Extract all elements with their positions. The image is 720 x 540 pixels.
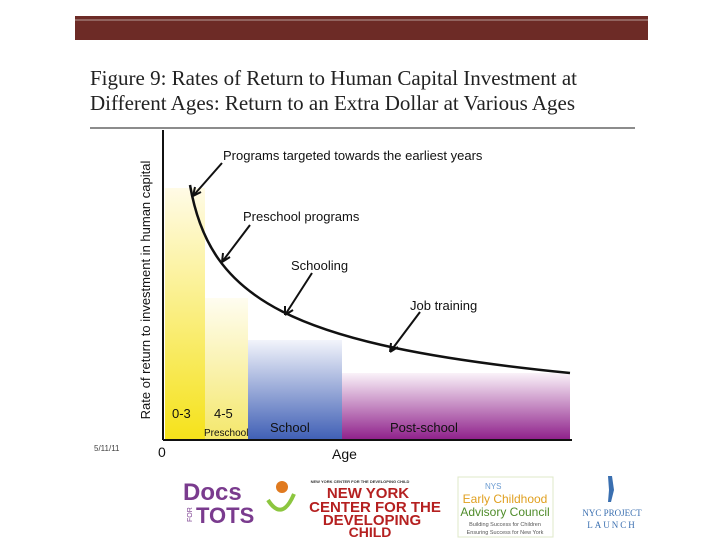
region-label: Preschool: [204, 428, 248, 439]
region-label: Post-school: [390, 420, 458, 435]
title: Figure 9: Rates of Return to Human Capit…: [90, 66, 577, 90]
x-axis-label: Age: [332, 446, 357, 462]
logo-text: Advisory Council: [460, 505, 549, 519]
logo-text: Early Childhood: [463, 492, 548, 506]
region-label: 0-3: [172, 406, 191, 421]
logo-text: FOR: [187, 507, 194, 522]
origin-label: 0: [158, 444, 166, 460]
region-label: School: [270, 420, 310, 435]
logo-icon: [276, 481, 288, 493]
region-post-school: [342, 373, 570, 440]
title: Different Ages: Return to an Extra Dolla…: [90, 91, 575, 115]
region-school: [248, 340, 342, 440]
annotation: Job training: [410, 298, 477, 313]
logo-text: LAUNCH: [587, 520, 637, 530]
annotation: Preschool programs: [243, 209, 360, 224]
region-4-5: [205, 298, 248, 440]
logo-nycdc: NEW YORK CENTER FOR THE DEVELOPING CHILD…: [309, 479, 441, 540]
y-axis-label: Rate of return to investment in human ca…: [138, 161, 153, 420]
logo-text: NYS: [485, 482, 501, 491]
logo-text: NYC PROJECT: [582, 508, 642, 518]
annotation: Schooling: [291, 258, 348, 273]
region-0-3: [165, 188, 205, 440]
logo-text: Docs: [183, 479, 242, 506]
logo-docs-for-tots: Docs FOR TOTS: [183, 479, 296, 528]
logo-text: CENTER FOR THE: [309, 499, 441, 516]
logo-text: DEVELOPING: [323, 512, 421, 529]
arrows: [192, 162, 421, 353]
logo-text: Building Success for Children: [469, 522, 541, 528]
logo-text: NEW YORK CENTER FOR THE DEVELOPING CHILD: [311, 479, 410, 484]
return-curve: [188, 184, 571, 375]
logo-text: Ensuring Success for New York: [467, 530, 544, 536]
annotation: Programs targeted towards the earliest y…: [223, 148, 483, 163]
logo-nys-ecac: NYS Early Childhood Advisory Council Bui…: [457, 476, 554, 538]
logo-frame: [457, 476, 554, 538]
date: 5/11/11: [94, 444, 120, 453]
logo-launch: NYC PROJECT LAUNCH: [582, 476, 642, 530]
logo-text: NEW YORK: [327, 485, 409, 502]
logo-icon: [608, 476, 614, 502]
region-label: 4-5: [214, 406, 233, 421]
logo-icon: [266, 493, 296, 512]
logo-text: CHILD: [349, 524, 392, 540]
logo-text: TOTS: [196, 503, 254, 528]
